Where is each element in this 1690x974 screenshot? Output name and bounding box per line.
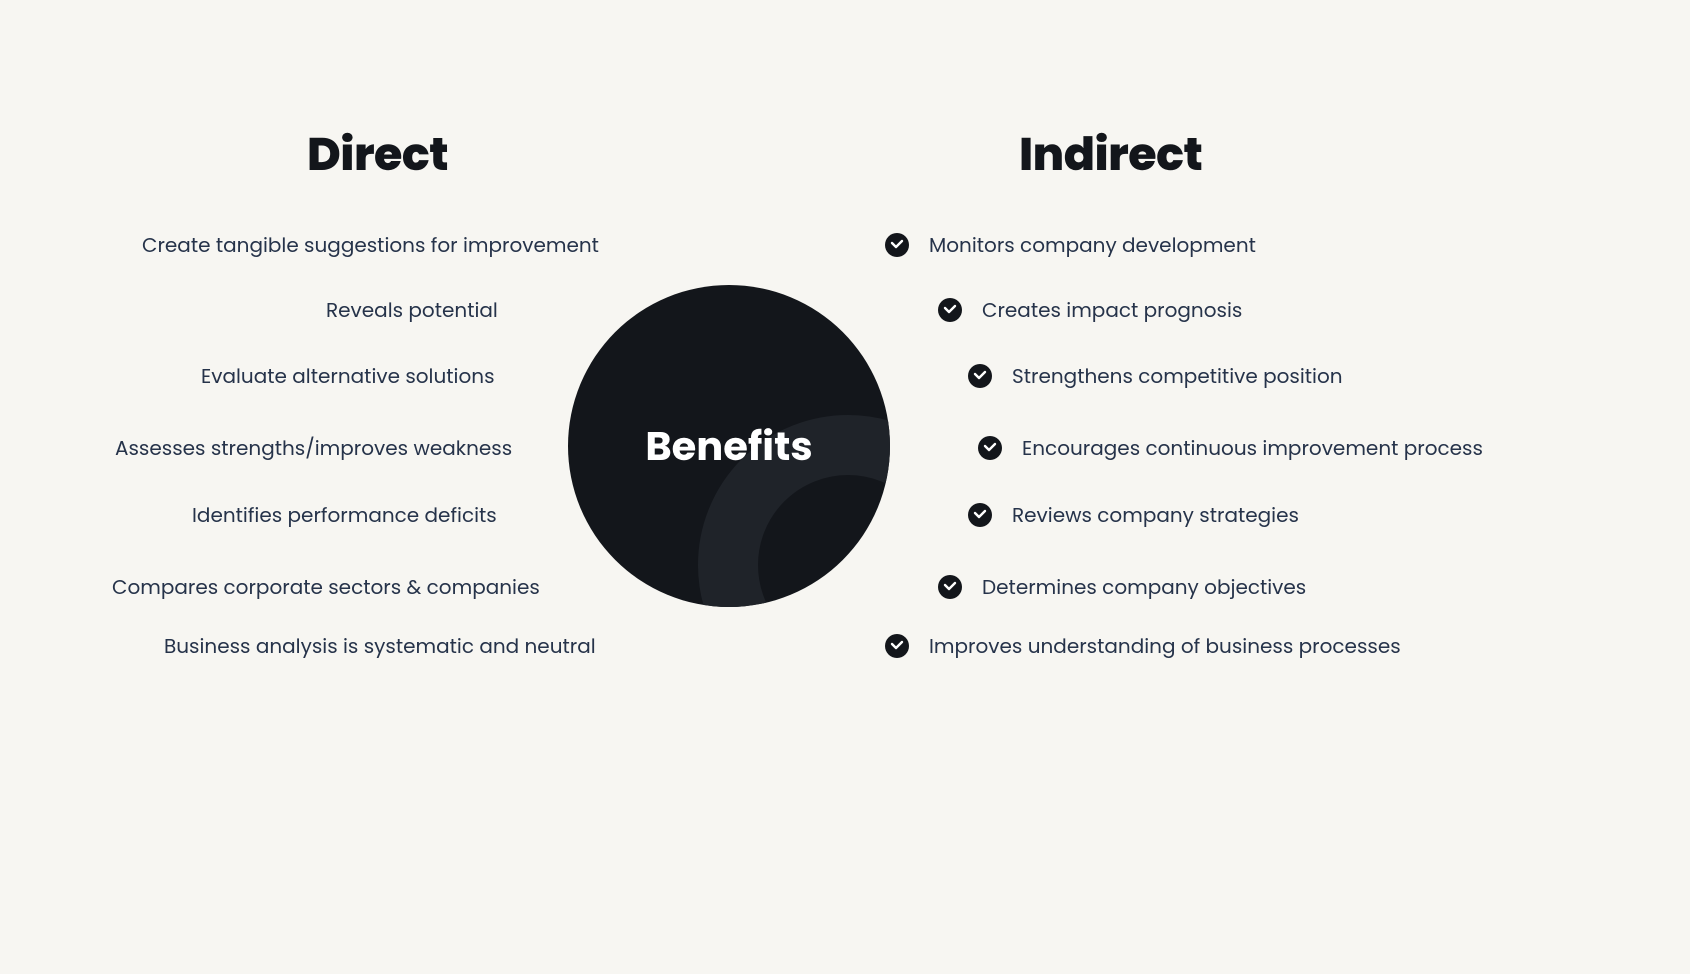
left-item-text: Assesses strengths/improves weakness: [115, 433, 512, 463]
check-icon: [968, 364, 992, 388]
left-item-text: Identifies performance deficits: [192, 500, 497, 530]
right-item: Monitors company development: [885, 230, 1256, 260]
check-icon: [978, 436, 1002, 460]
left-item: Business analysis is systematic and neut…: [164, 631, 596, 661]
left-item: Create tangible suggestions for improvem…: [142, 230, 599, 260]
left-item-text: Create tangible suggestions for improvem…: [142, 230, 599, 260]
heading-direct: Direct: [307, 132, 448, 178]
left-item-text: Business analysis is systematic and neut…: [164, 631, 596, 661]
right-item-text: Determines company objectives: [982, 572, 1306, 602]
left-item-text: Reveals potential: [326, 295, 498, 325]
check-icon: [938, 575, 962, 599]
right-item: Encourages continuous improvement proces…: [978, 433, 1483, 463]
right-item: Determines company objectives: [938, 572, 1306, 602]
left-item: Evaluate alternative solutions: [201, 361, 495, 391]
right-item-text: Encourages continuous improvement proces…: [1022, 433, 1483, 463]
check-icon: [885, 233, 909, 257]
heading-indirect-text: Indirect: [1019, 123, 1202, 187]
right-item: Strengthens competitive position: [968, 361, 1343, 391]
left-item: Compares corporate sectors & companies: [112, 572, 540, 602]
check-icon: [885, 634, 909, 658]
right-item-text: Reviews company strategies: [1012, 500, 1299, 530]
check-icon: [968, 503, 992, 527]
left-item-text: Compares corporate sectors & companies: [112, 572, 540, 602]
infographic-canvas: Direct Indirect Benefits Create tangible…: [0, 0, 1690, 974]
right-item: Reviews company strategies: [968, 500, 1299, 530]
right-item-text: Improves understanding of business proce…: [929, 631, 1401, 661]
left-item-text: Evaluate alternative solutions: [201, 361, 495, 391]
left-item: Identifies performance deficits: [192, 500, 497, 530]
heading-direct-text: Direct: [307, 123, 448, 187]
right-item: Creates impact prognosis: [938, 295, 1242, 325]
check-icon: [938, 298, 962, 322]
center-circle-label: Benefits: [645, 416, 812, 476]
heading-indirect: Indirect: [1019, 132, 1202, 178]
center-circle: Benefits: [568, 285, 890, 607]
right-item-text: Strengthens competitive position: [1012, 361, 1343, 391]
right-item: Improves understanding of business proce…: [885, 631, 1401, 661]
left-item: Assesses strengths/improves weakness: [115, 433, 512, 463]
right-item-text: Creates impact prognosis: [982, 295, 1242, 325]
right-item-text: Monitors company development: [929, 230, 1256, 260]
left-item: Reveals potential: [326, 295, 498, 325]
